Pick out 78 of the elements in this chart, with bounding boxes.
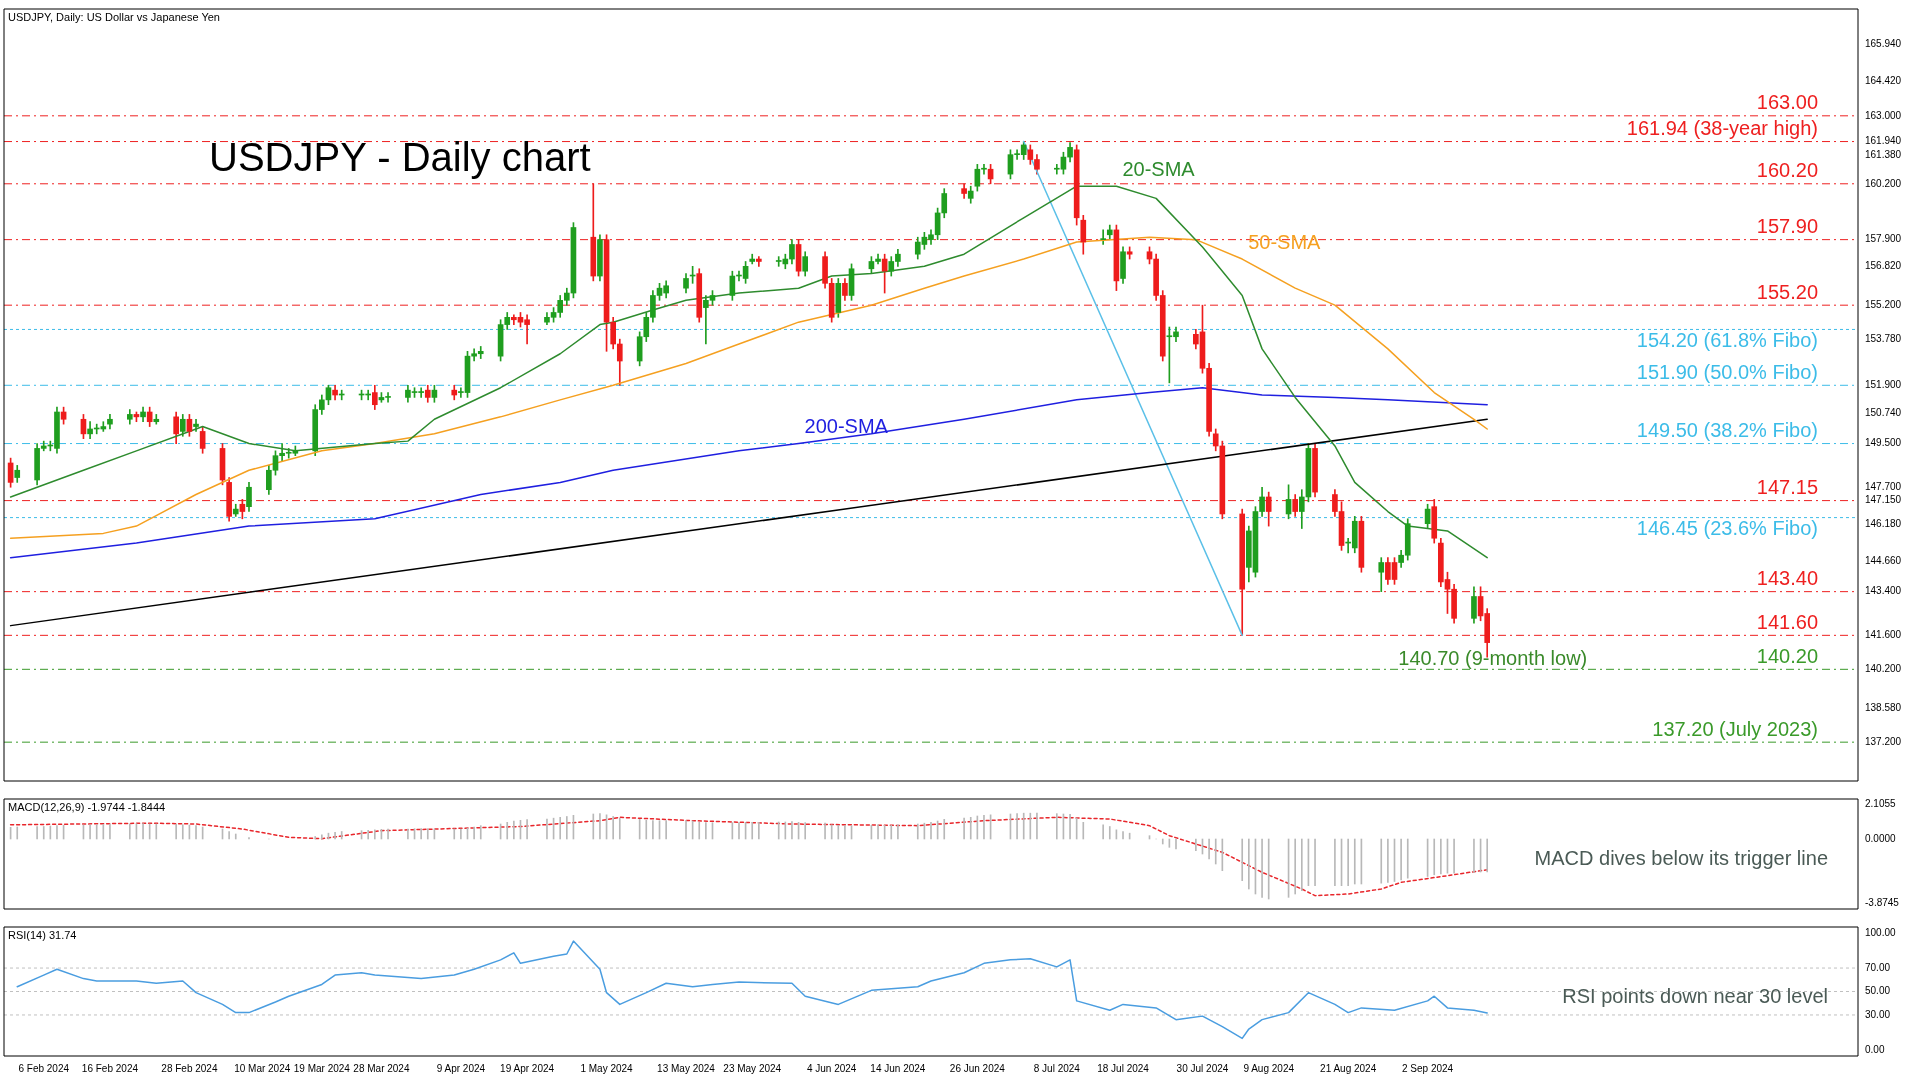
x-tick-label: 14 Jun 2024 — [870, 1062, 926, 1074]
y-tick-label: 160.200 — [1865, 177, 1902, 189]
ref-line-label: 140.20 — [1756, 644, 1818, 667]
y-tick-label: 143.400 — [1865, 585, 1902, 597]
x-tick-label: 28 Feb 2024 — [161, 1062, 218, 1074]
y-tick-label: 30.00 — [1865, 1008, 1891, 1020]
annotation: 140.70 (9-month low) — [1398, 646, 1588, 669]
ref-line-label: 146.45 (23.6% Fibo) — [1636, 517, 1818, 540]
ref-line-label: 151.90 (50.0% Fibo) — [1636, 360, 1818, 383]
y-tick-label: 50.00 — [1865, 985, 1891, 997]
y-tick-label: 2.1055 — [1865, 797, 1897, 809]
ref-line-label: 163.00 — [1756, 91, 1818, 114]
y-tick-label: 137.200 — [1865, 735, 1902, 747]
text: USDJPY - Daily chart — [209, 135, 591, 180]
x-tick-label: 23 May 2024 — [723, 1062, 782, 1074]
candlestick — [1100, 229, 1106, 245]
annotation: 50-SMA — [1248, 230, 1322, 253]
annotation: RSI points down near 30 level — [1562, 985, 1828, 1008]
y-tick-label: 147.700 — [1865, 481, 1902, 492]
candlestick — [756, 256, 762, 267]
y-tick-label: 144.660 — [1865, 554, 1902, 566]
y-tick-label: 155.200 — [1865, 298, 1902, 310]
ref-line-label: 147.15 — [1756, 476, 1818, 499]
x-tick-label: 1 May 2024 — [580, 1062, 634, 1074]
x-tick-label: 21 Aug 2024 — [1320, 1062, 1377, 1074]
y-tick-label: 157.900 — [1865, 233, 1902, 245]
ref-line-label: 160.20 — [1756, 159, 1818, 182]
y-tick-label: 138.580 — [1865, 702, 1902, 714]
x-tick-label: 19 Mar 2024 — [293, 1062, 351, 1074]
y-tick-label: 140.200 — [1865, 663, 1902, 675]
x-tick-label: 30 Jul 2024 — [1176, 1062, 1229, 1074]
annotation: 200-SMA — [804, 415, 889, 438]
ref-line-label: 161.94 (38-year high) — [1626, 117, 1818, 140]
ref-line-label: 141.60 — [1756, 610, 1818, 633]
y-tick-label: -3.8745 — [1865, 897, 1900, 909]
ref-line-label: 143.40 — [1756, 567, 1818, 590]
x-tick-label: 9 Aug 2024 — [1243, 1062, 1295, 1074]
x-tick-label: 2 Sep 2024 — [1402, 1062, 1454, 1074]
y-tick-label: 70.00 — [1865, 961, 1891, 973]
y-tick-label: 147.150 — [1865, 494, 1902, 506]
y-tick-label: 146.180 — [1865, 517, 1902, 529]
x-tick-label: 10 Mar 2024 — [234, 1062, 291, 1074]
y-tick-label: 153.780 — [1865, 333, 1902, 345]
y-tick-label: 150.740 — [1865, 407, 1902, 419]
x-tick-label: 6 Feb 2024 — [18, 1062, 70, 1074]
chart-subtitle: USDJPY, Daily: US Dollar vs Japanese Yen — [8, 10, 220, 23]
y-tick-label: 0.0000 — [1865, 832, 1897, 844]
y-tick-label: 100.00 — [1865, 926, 1897, 938]
x-tick-label: 18 Jul 2024 — [1097, 1062, 1150, 1074]
line-series — [9, 816, 1488, 897]
x-tick-label: 9 Apr 2024 — [436, 1062, 486, 1074]
ref-line-label: 157.90 — [1756, 215, 1818, 238]
x-tick-label: 8 Jul 2024 — [1033, 1062, 1081, 1074]
y-tick-label: 165.940 — [1865, 38, 1902, 50]
y-tick-label: 141.600 — [1865, 629, 1902, 641]
annotation: 20-SMA — [1122, 157, 1196, 180]
y-tick-label: 161.380 — [1865, 148, 1902, 160]
y-tick-label: 161.940 — [1865, 135, 1902, 147]
ref-line-label: 155.20 — [1756, 280, 1818, 303]
candlestick — [87, 421, 93, 440]
annotation: MACD dives below its trigger line — [1534, 847, 1828, 870]
x-tick-label: 16 Feb 2024 — [81, 1062, 139, 1074]
x-tick-label: 19 Apr 2024 — [500, 1062, 555, 1074]
y-tick-label: 164.420 — [1865, 75, 1902, 87]
ref-line-label: 154.20 (61.8% Fibo) — [1636, 328, 1818, 351]
x-tick-label: 13 May 2024 — [657, 1062, 716, 1074]
y-tick-label: 149.500 — [1865, 437, 1902, 449]
y-tick-label: 0.00 — [1865, 1043, 1885, 1055]
x-tick-label: 4 Jun 2024 — [806, 1062, 857, 1074]
chart-title: RSI(14) 31.74 — [8, 928, 77, 941]
chart-title: MACD(12,26,9) -1.9744 -1.8444 — [8, 800, 166, 813]
x-tick-label: 26 Jun 2024 — [949, 1062, 1006, 1074]
y-tick-label: 163.000 — [1865, 109, 1902, 121]
x-tick-label: 28 Mar 2024 — [353, 1062, 410, 1074]
y-tick-label: 151.900 — [1865, 379, 1902, 391]
ref-line-label: 149.50 (38.2% Fibo) — [1636, 419, 1818, 442]
y-tick-label: 156.820 — [1865, 259, 1902, 271]
ref-line-label: 137.20 (July 2023) — [1652, 717, 1818, 740]
